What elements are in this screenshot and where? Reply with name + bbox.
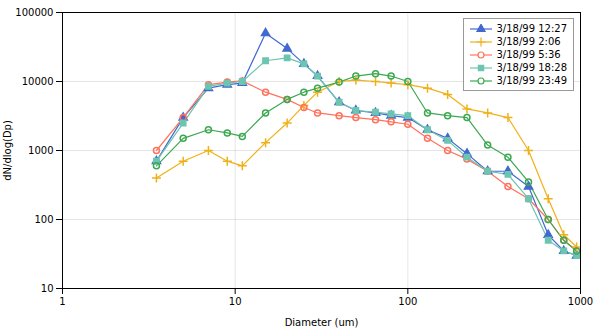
svg-text:100000: 100000 [15,7,53,18]
html-text:3/18/99 5:36: 3/18/99 5:36 [496,49,561,60]
svg-text:10: 10 [41,283,54,294]
html-text:3/18/99 2:06: 3/18/99 2:06 [496,36,561,47]
svg-text:100: 100 [398,296,417,307]
html-text:3/18/99 23:49: 3/18/99 23:49 [496,75,567,86]
svg-text:1000: 1000 [568,296,593,307]
svg-text:100: 100 [34,214,53,225]
svg-text:1: 1 [59,296,65,307]
html-text:3/18/99 12:27: 3/18/99 12:27 [496,23,567,34]
svg-text:10: 10 [229,296,242,307]
html-text:3/18/99 18:28: 3/18/99 18:28 [496,62,567,73]
svg-text:dN/dlog(Dp): dN/dlog(Dp) [2,120,13,181]
svg-text:Diameter (um): Diameter (um) [285,317,359,328]
svg-text:10000: 10000 [22,76,54,87]
svg-text:1000: 1000 [28,145,53,156]
